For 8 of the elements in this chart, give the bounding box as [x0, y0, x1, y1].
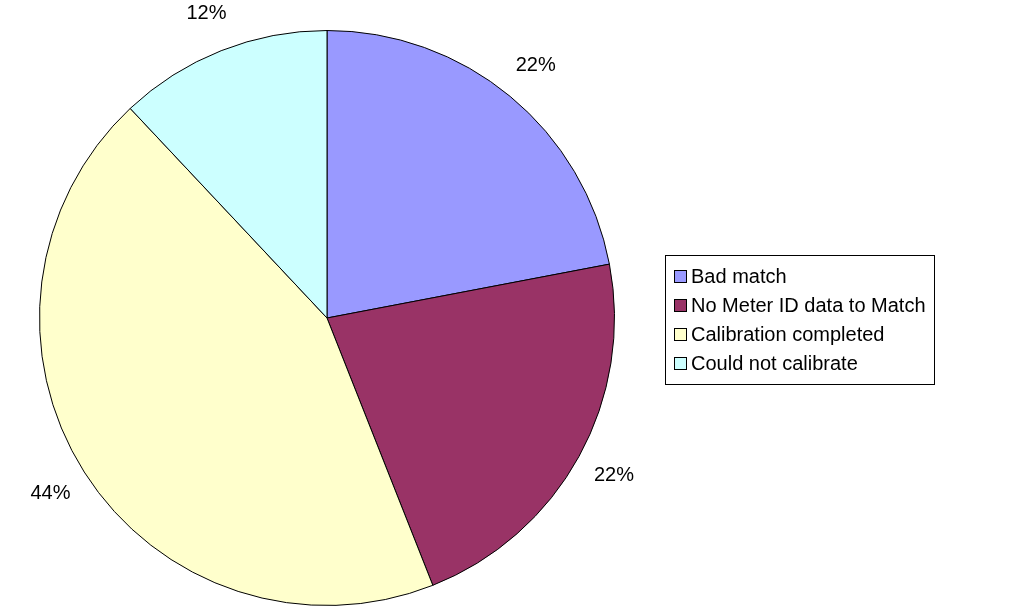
- data-label: 22%: [515, 53, 556, 76]
- legend-label: Could not calibrate: [691, 352, 858, 375]
- legend-label: Bad match: [691, 265, 787, 288]
- data-label: 22%: [593, 463, 635, 486]
- data-label: 44%: [30, 481, 71, 503]
- data-label: 12%: [186, 1, 227, 24]
- legend-label: Calibration completed: [691, 323, 885, 346]
- legend-label: No Meter ID data to Match: [691, 294, 926, 317]
